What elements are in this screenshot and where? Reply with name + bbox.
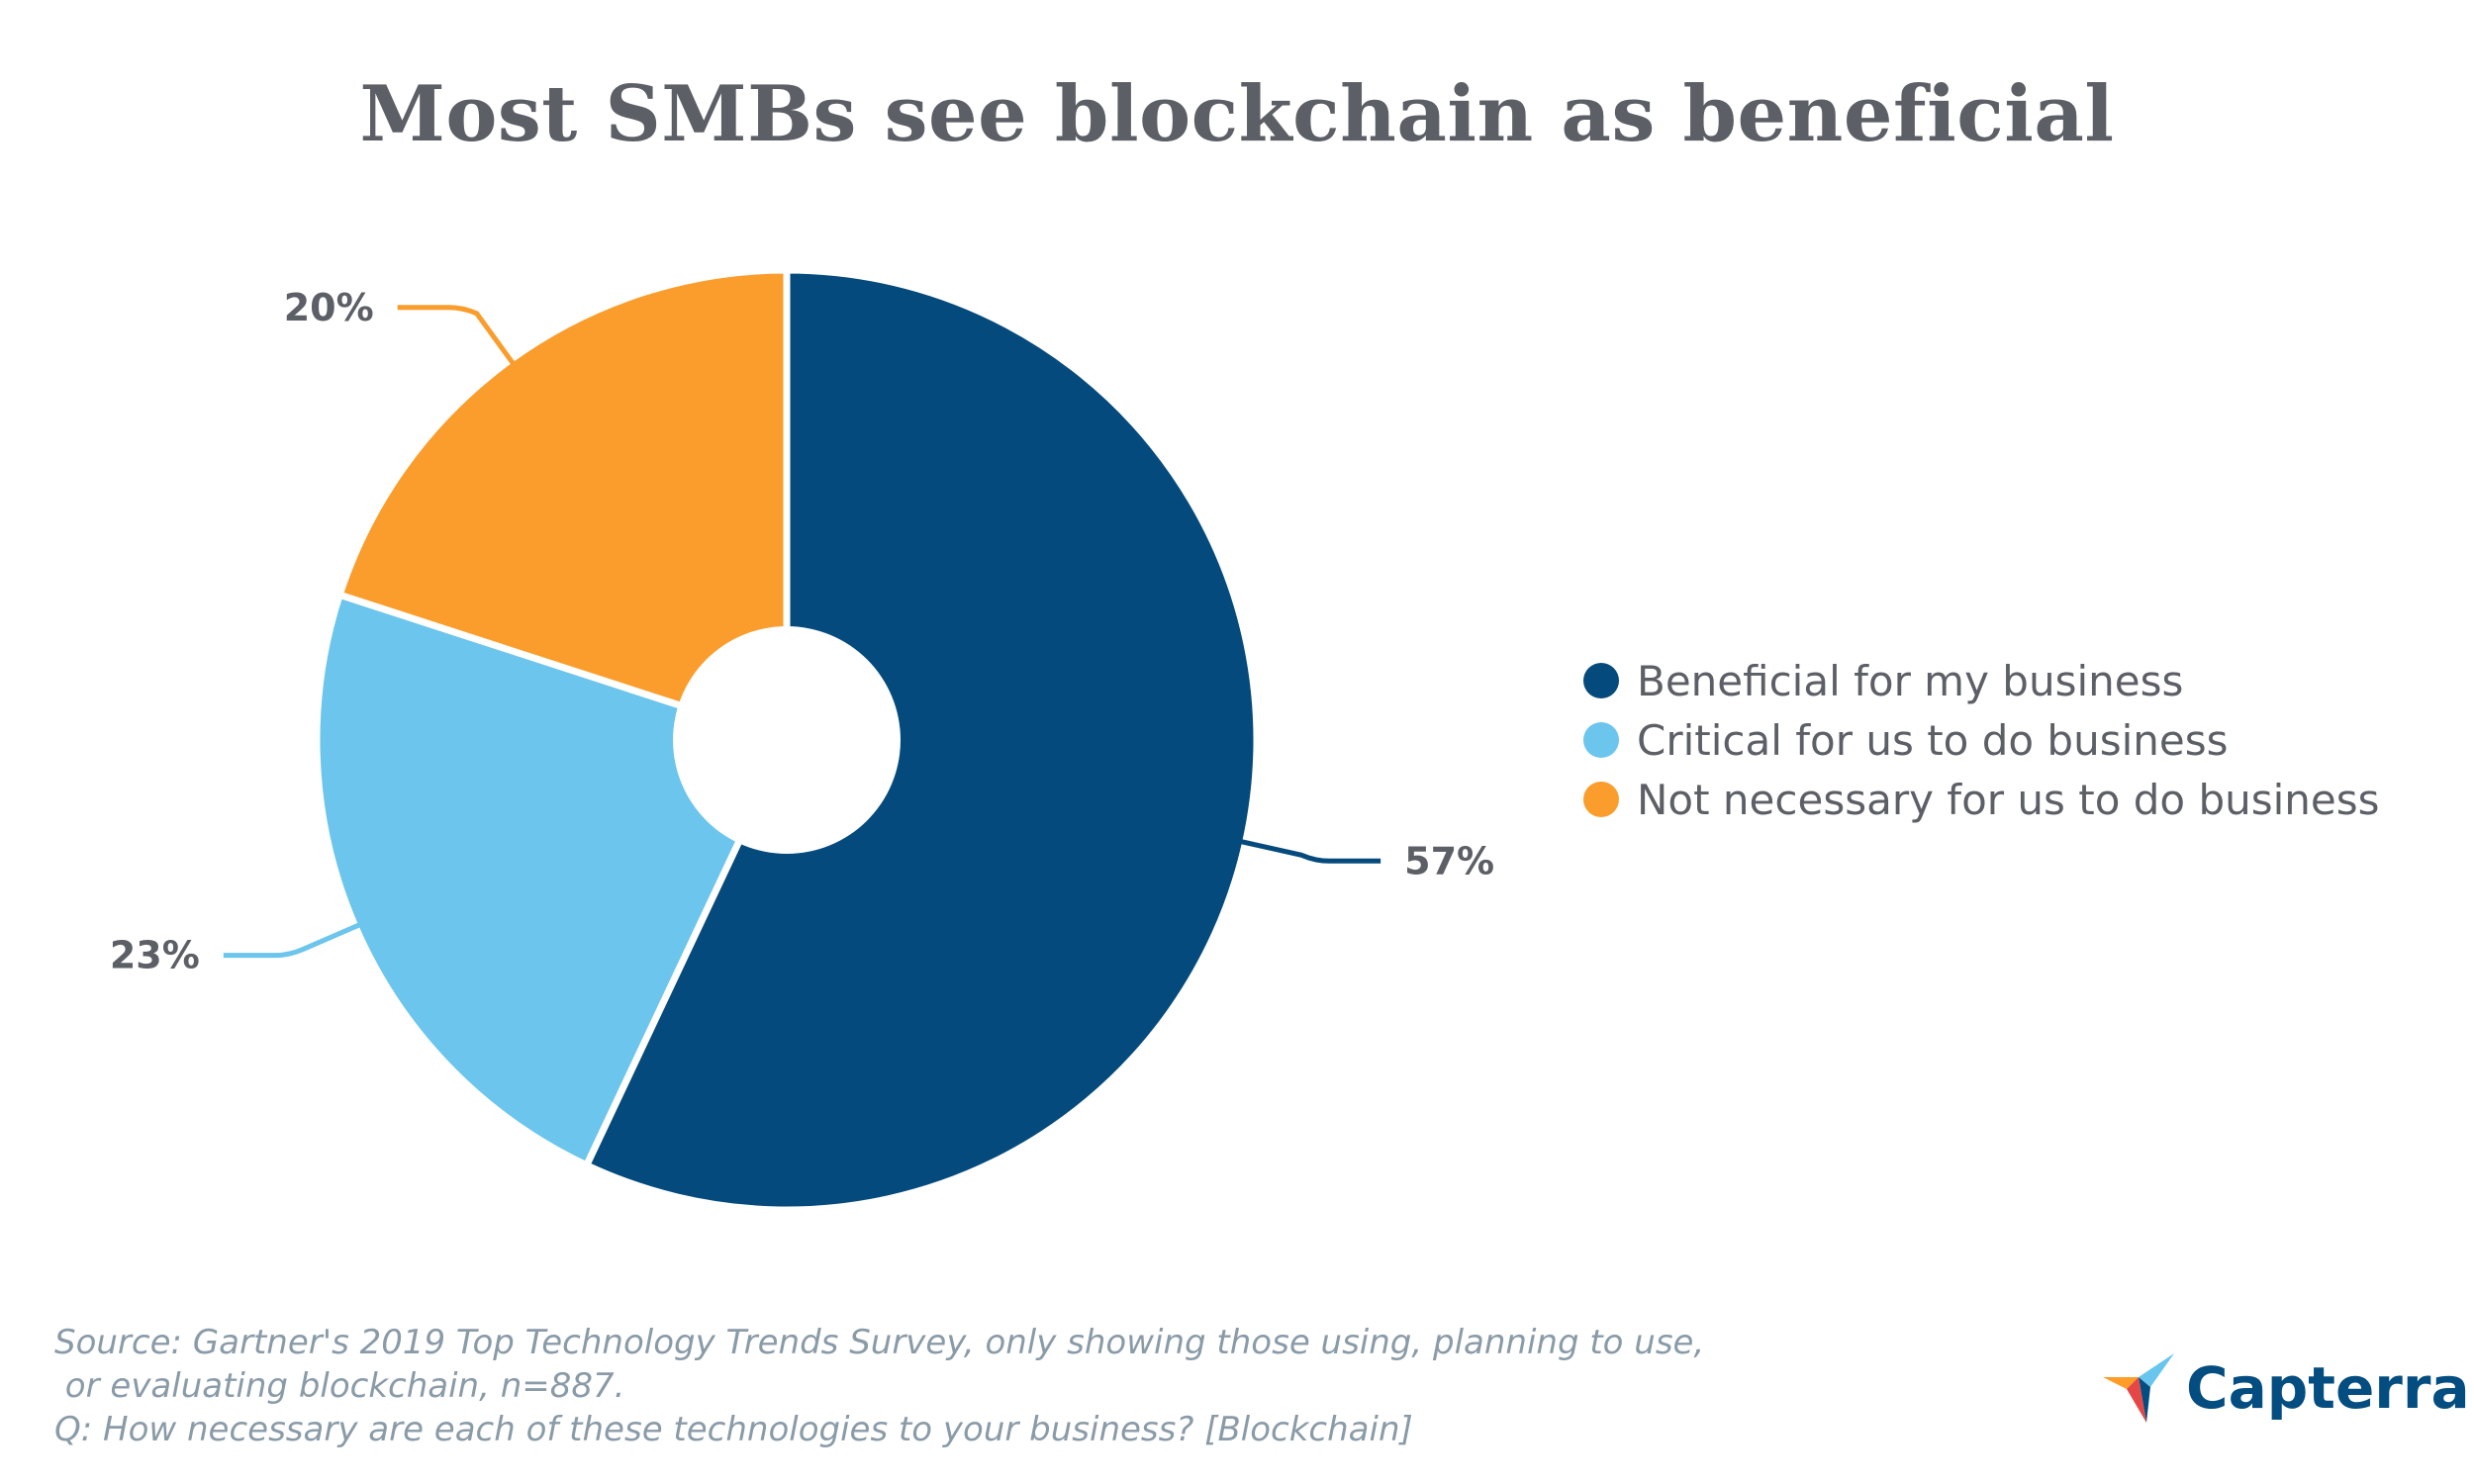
legend-item-beneficial: Beneficial for my business bbox=[1583, 651, 2380, 710]
legend-item-critical: Critical for us to do business bbox=[1583, 710, 2380, 770]
capterra-arrow-icon bbox=[2103, 1353, 2174, 1423]
leader-line bbox=[397, 305, 518, 368]
legend-label: Beneficial for my business bbox=[1637, 656, 2184, 705]
legend-swatch-icon bbox=[1583, 782, 1619, 817]
capterra-logo: Capterra bbox=[2103, 1353, 2470, 1423]
data-label-critical: 23% bbox=[110, 934, 200, 977]
chart-title: Most SMBs see blockchain as beneficial bbox=[359, 69, 2115, 159]
leader-line bbox=[1237, 838, 1381, 864]
chart-legend: Beneficial for my business Critical for … bbox=[1583, 651, 2380, 829]
donut-hole bbox=[673, 626, 901, 854]
legend-label: Not necessary for us to do business bbox=[1637, 775, 2380, 824]
legend-label: Critical for us to do business bbox=[1637, 715, 2229, 765]
source-line: Source: Gartner's 2019 Top Technology Tr… bbox=[54, 1323, 1705, 1362]
brand-name: Capterra bbox=[2186, 1354, 2470, 1422]
legend-swatch-icon bbox=[1583, 663, 1619, 698]
source-note: Source: Gartner's 2019 Top Technology Tr… bbox=[54, 1321, 1704, 1451]
leader-line bbox=[223, 921, 364, 959]
legend-item-not-necessary: Not necessary for us to do business bbox=[1583, 770, 2380, 829]
data-label-not-necessary: 20% bbox=[284, 286, 374, 329]
source-line: or evaluating blockchain, n=887. bbox=[54, 1366, 625, 1406]
data-label-beneficial: 57% bbox=[1404, 839, 1494, 882]
question-line: Q: How necessary are each of these techn… bbox=[54, 1410, 1413, 1449]
legend-swatch-icon bbox=[1583, 722, 1619, 758]
